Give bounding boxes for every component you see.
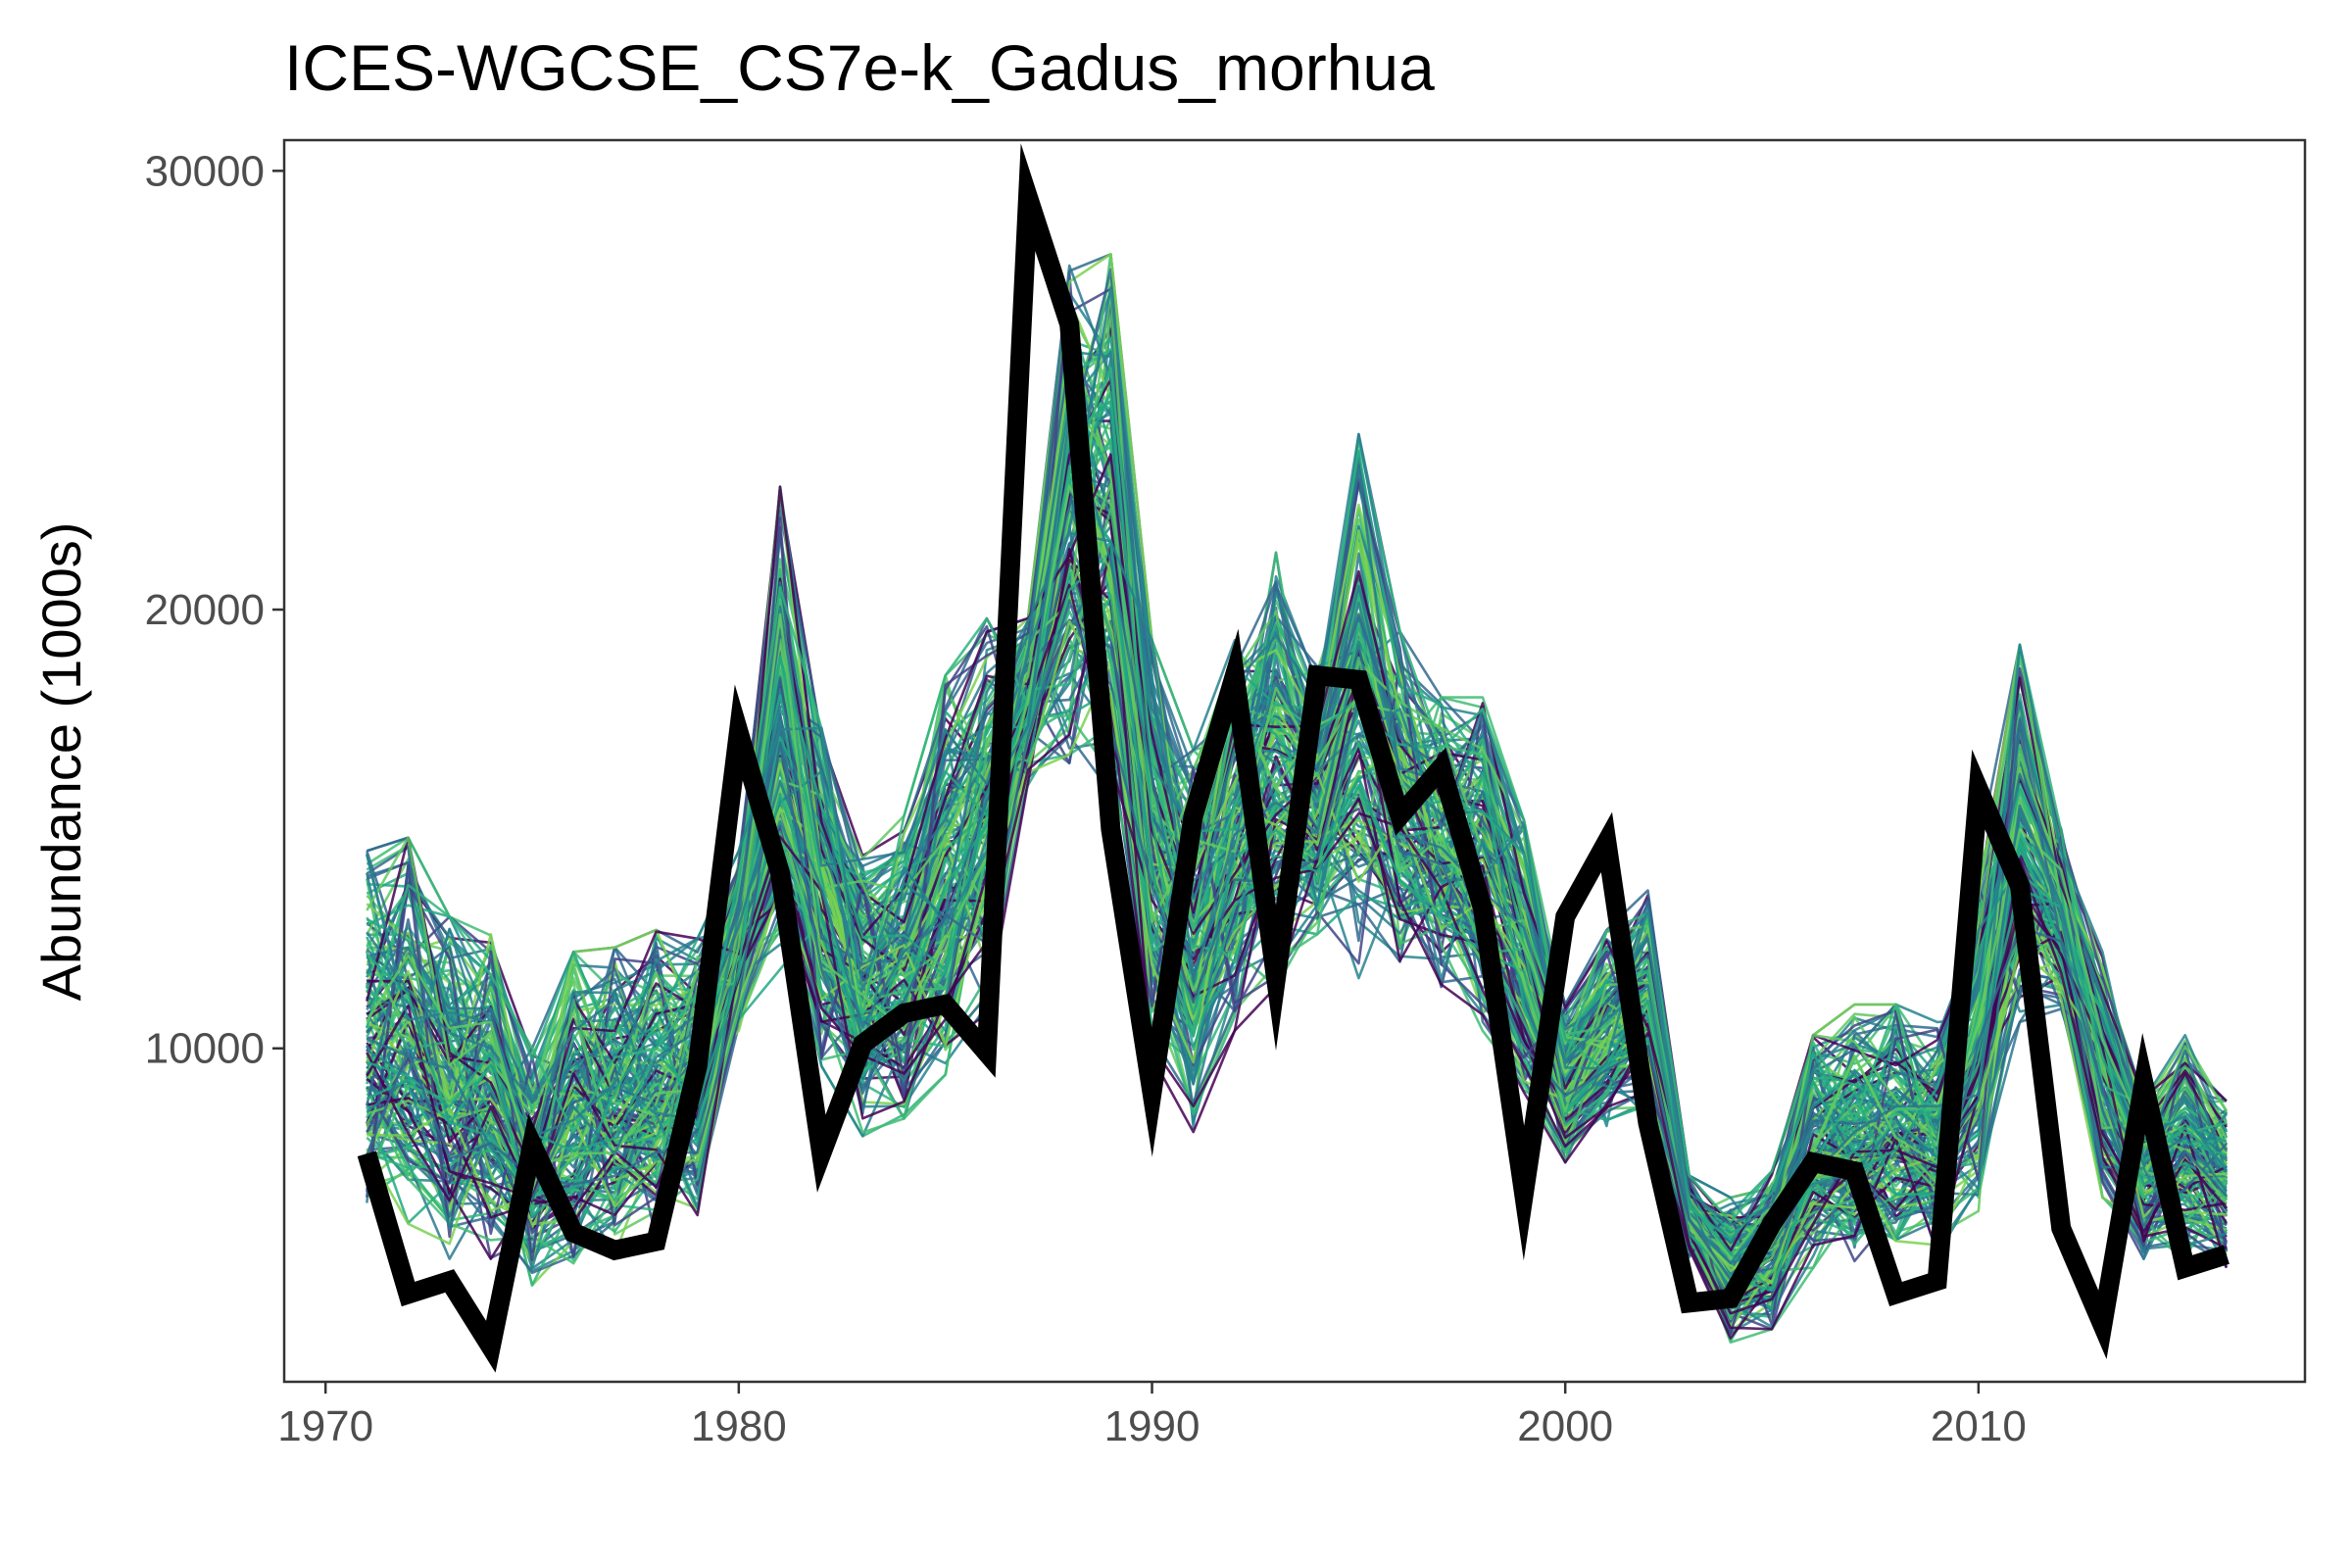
plot-panel-border bbox=[282, 138, 2307, 1384]
x-tick-label: 2010 bbox=[1931, 1402, 2027, 1450]
x-tick-label: 1990 bbox=[1104, 1402, 1200, 1450]
x-tick-label: 2000 bbox=[1517, 1402, 1613, 1450]
y-tick-label: 20000 bbox=[145, 586, 265, 634]
ensemble-line bbox=[366, 507, 2228, 1321]
x-axis: 1970 1980 1990 2000 2010 bbox=[277, 1382, 2027, 1450]
ensemble-line bbox=[366, 432, 2228, 1265]
ensemble-line bbox=[366, 484, 2228, 1286]
y-axis-title: Abundance (1000s) bbox=[30, 522, 92, 1002]
y-axis: 10000 20000 30000 bbox=[145, 147, 284, 1073]
ensemble-line bbox=[366, 374, 2228, 1266]
ensemble-line bbox=[366, 367, 2228, 1224]
x-tick-label: 1970 bbox=[277, 1402, 373, 1450]
y-tick-label: 10000 bbox=[145, 1025, 265, 1073]
observed-series bbox=[357, 143, 2230, 1373]
ensemble-line bbox=[366, 391, 2227, 1234]
observed-line bbox=[357, 143, 2230, 1373]
chart-title: ICES-WGCSE_CS7e-k_Gadus_morhua bbox=[284, 31, 1435, 104]
x-tick-label: 1980 bbox=[691, 1402, 787, 1450]
y-tick-label: 30000 bbox=[145, 147, 265, 195]
